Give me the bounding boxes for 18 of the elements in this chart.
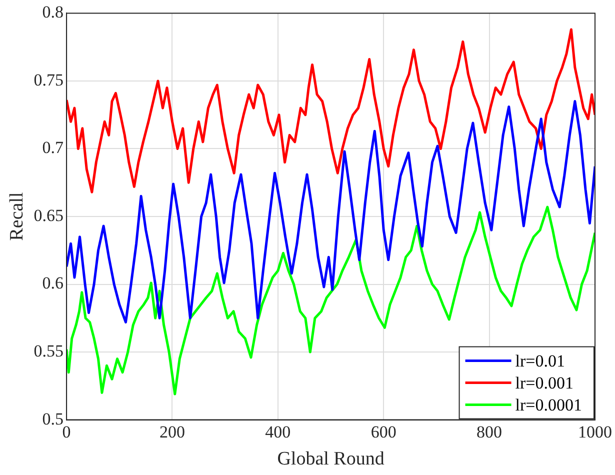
legend-label: lr=0.0001 (515, 395, 582, 414)
x-tick-label: 600 (370, 422, 396, 442)
legend-label: lr=0.01 (515, 351, 566, 370)
x-tick-label: 400 (265, 422, 291, 442)
y-tick-label: 0.6 (42, 274, 64, 293)
y-tick-label: 0.7 (42, 138, 64, 158)
x-tick-label: 800 (476, 422, 502, 442)
y-tick-label: 0.55 (34, 342, 64, 360)
x-axis-title: Global Round (277, 448, 385, 470)
x-tick-label: 1000 (578, 422, 612, 442)
y-tick-label: 0.5 (42, 409, 64, 428)
legend-label: lr=0.001 (515, 373, 574, 392)
x-tick-label: 200 (159, 422, 185, 442)
x-tick-label: 0 (62, 422, 71, 442)
y-tick-label: 0.8 (42, 2, 64, 22)
y-tick-label: 0.75 (34, 70, 64, 90)
y-tick-label: 0.65 (34, 206, 64, 225)
y-axis-title: Recall (6, 192, 28, 241)
